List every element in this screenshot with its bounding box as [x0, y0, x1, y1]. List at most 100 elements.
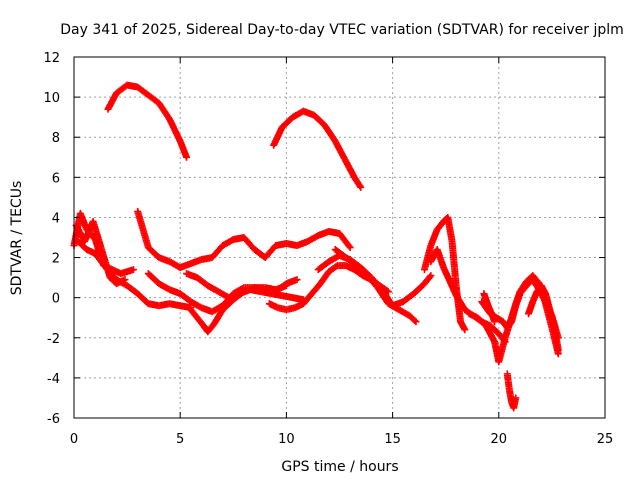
series-trace-segment	[205, 321, 217, 334]
series-trace-segment	[231, 289, 247, 303]
series-trace-segment	[311, 112, 327, 128]
series-trace-segment	[125, 81, 140, 91]
data-series	[70, 81, 562, 412]
series-trace-segment	[262, 243, 279, 260]
series-trace-segment	[90, 219, 105, 252]
series-trace-segment	[273, 282, 289, 293]
series-trace-segment	[135, 84, 151, 98]
y-tick-label: 4	[52, 211, 60, 226]
series-trace-segment	[333, 247, 349, 261]
series-trace-segment	[506, 388, 515, 404]
series-trace-segment	[317, 269, 332, 286]
y-axis-label: SDTVAR / TECUs	[9, 181, 25, 296]
y-tick-label: 8	[52, 131, 60, 146]
series-trace-segment	[135, 291, 151, 307]
series-trace-segment	[195, 275, 210, 289]
series-trace-segment	[301, 108, 316, 119]
series-trace-segment	[494, 315, 506, 325]
y-tick-label: 2	[52, 252, 60, 267]
series-trace-segment	[352, 267, 365, 279]
series-trace-segment	[177, 139, 190, 160]
x-tick-label: 25	[597, 432, 614, 447]
series-trace-segment	[489, 313, 498, 324]
series-trace-segment	[508, 303, 519, 324]
series-trace-segment	[488, 323, 502, 337]
series-trace-segment	[364, 273, 381, 290]
series-trace-segment	[75, 239, 90, 252]
series-trace-segment	[434, 247, 447, 270]
series-trace-segment	[134, 209, 152, 250]
series-trace-segment	[440, 265, 453, 284]
series-trace-segment	[529, 289, 540, 304]
series-arc-12	[331, 246, 420, 326]
series-trace-segment	[475, 315, 489, 329]
series-trace-segment	[188, 299, 204, 311]
series-trace-segment	[517, 283, 529, 296]
series-trace-segment	[485, 303, 496, 318]
series-trace-segment	[270, 125, 285, 148]
series-trace-segment	[241, 235, 257, 252]
series-trace-segment	[480, 291, 492, 308]
series-trace-segment	[337, 231, 353, 250]
series-trace-segment	[184, 270, 200, 281]
series-trace-segment	[326, 263, 340, 275]
series-trace-segment	[466, 310, 480, 321]
series-trace-segment	[322, 123, 338, 144]
x-tick-label: 5	[176, 432, 184, 447]
series-trace-segment	[457, 319, 468, 332]
series-trace-segment	[447, 279, 460, 298]
series-trace-segment	[422, 273, 434, 286]
series-trace-segment	[316, 259, 332, 273]
x-axis-label: GPS time / hours	[281, 459, 398, 475]
series-trace-segment	[290, 294, 306, 303]
series-trace-segment	[434, 219, 447, 232]
series-trace-segment	[448, 239, 460, 290]
x-tick-label: 10	[278, 432, 295, 447]
series-trace-segment	[199, 254, 215, 263]
series-trace-segment	[538, 283, 549, 296]
series-trace-segment	[444, 215, 456, 244]
series-trace-segment	[401, 291, 417, 305]
x-tick-label: 0	[70, 432, 78, 447]
series-trace-segment	[504, 372, 513, 392]
series-trace-segment	[220, 297, 236, 313]
series-trace-segment	[84, 246, 98, 257]
series-trace-segment	[210, 303, 225, 315]
series-trace-segment	[205, 282, 221, 295]
series-trace-segment	[166, 117, 183, 144]
series-trace-segment	[292, 300, 306, 311]
series-trace-segment	[421, 243, 434, 272]
series-trace-segment	[284, 304, 297, 313]
series-arc-17	[480, 290, 499, 326]
x-tick-label: 15	[384, 432, 401, 447]
series-arc-6	[134, 207, 354, 272]
series-arc-2	[270, 107, 365, 191]
series-trace-segment	[178, 260, 193, 271]
y-tick-label: -4	[47, 372, 60, 387]
series-arc-5	[74, 238, 195, 312]
series-trace-segment	[77, 211, 90, 232]
y-tick-label: 10	[43, 91, 60, 106]
series-trace-segment	[103, 265, 119, 282]
series-trace-segment	[411, 281, 427, 297]
series-trace-segment	[118, 266, 136, 277]
x-tick-label: 20	[491, 432, 508, 447]
y-tick-label: 12	[43, 51, 60, 66]
series-trace-segment	[231, 234, 246, 243]
series-trace-segment	[427, 227, 441, 248]
series-trace-segment	[194, 315, 207, 328]
grid	[74, 57, 605, 418]
series-trace-segment	[156, 280, 172, 293]
series-trace-segment	[178, 302, 193, 311]
series-trace-segment	[92, 251, 109, 270]
series-trace-segment	[146, 245, 162, 260]
series-trace-segment	[542, 291, 553, 312]
series-arc-18	[503, 370, 520, 412]
series-trace-segment	[295, 238, 310, 249]
series-trace-segment	[343, 255, 359, 269]
series-trace-segment	[386, 301, 401, 313]
series-trace-segment	[267, 300, 280, 311]
series-trace-segment	[146, 92, 162, 106]
